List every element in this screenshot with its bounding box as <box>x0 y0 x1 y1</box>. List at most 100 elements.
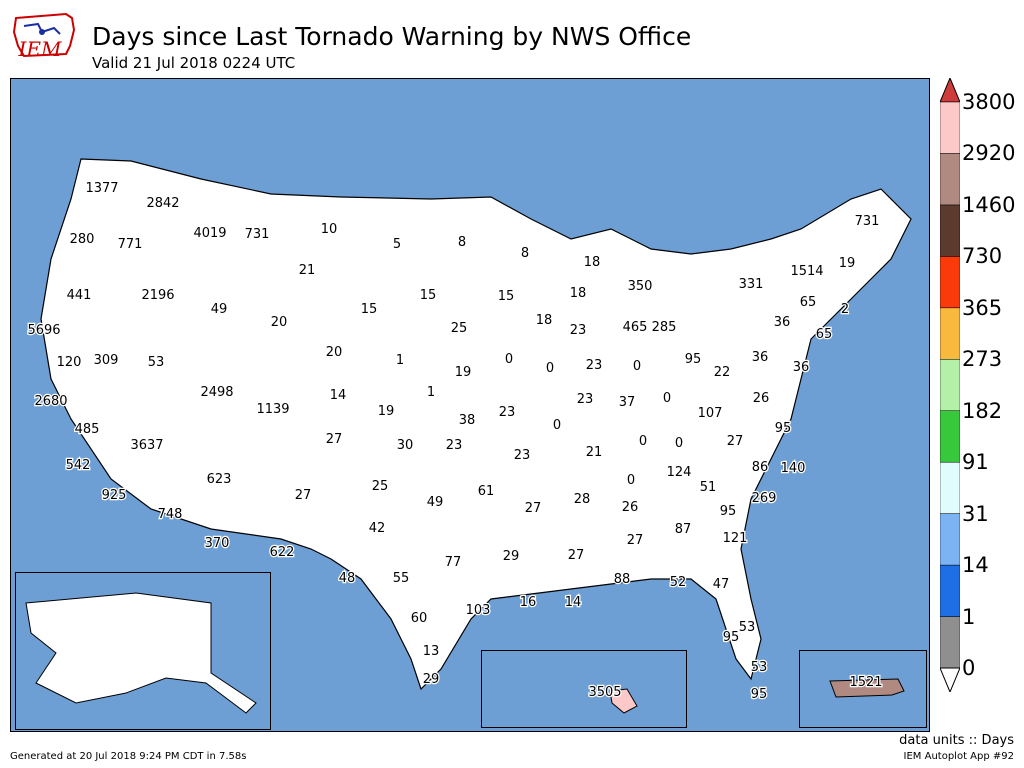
office-value-label: 1 <box>396 353 404 368</box>
office-value-label: 622 <box>270 545 295 560</box>
alaska-inset <box>15 572 271 730</box>
office-value-label: 121 <box>723 531 748 546</box>
office-value-label: 14 <box>330 388 347 403</box>
colorbar-top-arrow <box>940 78 960 103</box>
office-value-label: 55 <box>393 571 410 586</box>
office-value-label: 49 <box>427 495 444 510</box>
map-panel: 1377 2842 4019 731 10 5 8 8 731 280 771 21 18 1514 19 4… <box>10 78 930 732</box>
colorbar-bin <box>940 359 960 411</box>
office-value-label: 95 <box>720 504 737 519</box>
office-value-label: 87 <box>675 522 692 537</box>
office-value-label: 86 <box>752 460 769 475</box>
colorbar-bin <box>940 616 960 669</box>
office-value-label: 19 <box>455 365 472 380</box>
office-value-label: 23 <box>499 405 516 420</box>
office-value-label: 26 <box>753 391 770 406</box>
app-label: IEM Autoplot App #92 <box>903 751 1014 762</box>
office-value-label: 441 <box>67 288 92 303</box>
office-value-label: 1521 <box>849 675 882 690</box>
office-value-label: 0 <box>505 352 513 367</box>
office-value-label: 285 <box>652 320 677 335</box>
office-value-label: 52 <box>670 575 687 590</box>
colorbar-bin <box>940 307 960 360</box>
colorbar-bin <box>940 101 960 154</box>
colorbar-tick-label: 182 <box>962 398 1003 423</box>
colorbar-bin <box>940 513 960 566</box>
office-value-label: 731 <box>855 214 880 229</box>
office-value-label: 77 <box>445 555 462 570</box>
logo-text: IEM <box>18 37 63 61</box>
office-value-label: 140 <box>781 461 806 476</box>
colorbar-bin <box>940 461 960 514</box>
iem-logo: IEM <box>8 6 80 66</box>
colorbar-tick-label: 0 <box>962 656 976 680</box>
office-value-label: 331 <box>739 277 764 292</box>
colorbar-bin <box>940 153 960 206</box>
office-value-label: 2 <box>841 302 849 317</box>
colorbar-tick-label: 3800 <box>962 90 1016 114</box>
office-value-label: 280 <box>70 232 95 247</box>
office-value-label: 22 <box>714 365 731 380</box>
office-value-label: 15 <box>361 302 378 317</box>
map-svg <box>40 158 912 691</box>
office-value-label: 18 <box>584 255 601 270</box>
office-value-label: 4019 <box>193 226 226 241</box>
office-value-label: 465 <box>623 320 648 335</box>
office-value-label: 27 <box>295 488 312 503</box>
office-value-label: 38 <box>459 413 476 428</box>
office-value-label: 60 <box>411 611 428 626</box>
colorbar-tick-label: 31 <box>962 501 989 526</box>
office-value-label: 25 <box>451 321 468 336</box>
office-value-label: 3505 <box>588 685 621 700</box>
office-value-label: 36 <box>793 360 810 375</box>
office-value-label: 5696 <box>27 323 60 338</box>
office-value-label: 0 <box>553 418 561 433</box>
office-value-label: 23 <box>570 323 587 338</box>
office-value-label: 2196 <box>141 288 174 303</box>
map-subtitle: Valid 21 Jul 2018 0224 UTC <box>92 54 296 72</box>
colorbar-tick-label: 14 <box>962 553 989 578</box>
conus-land <box>40 158 912 691</box>
office-value-label: 103 <box>466 603 491 618</box>
colorbar-tick-label: 1460 <box>962 192 1016 217</box>
office-value-label: 23 <box>514 448 531 463</box>
office-value-label: 3637 <box>130 438 163 453</box>
office-value-label: 53 <box>751 660 768 675</box>
office-value-label: 107 <box>698 406 723 421</box>
office-value-label: 51 <box>700 480 717 495</box>
colorbar-bin <box>940 564 960 617</box>
office-value-label: 27 <box>727 434 744 449</box>
office-value-label: 88 <box>614 572 631 587</box>
office-value-label: 49 <box>211 302 228 317</box>
office-value-label: 95 <box>775 421 792 436</box>
colorbar-tick-label: 365 <box>962 295 1003 320</box>
office-value-label: 27 <box>525 501 542 516</box>
office-value-label: 748 <box>158 507 183 522</box>
office-value-label: 27 <box>326 432 343 447</box>
colorbar-tick-label: 91 <box>962 450 989 475</box>
office-value-label: 37 <box>619 395 636 410</box>
office-value-label: 27 <box>568 548 585 563</box>
office-value-label: 65 <box>800 295 817 310</box>
office-value-label: 19 <box>378 404 395 419</box>
office-value-label: 23 <box>577 392 594 407</box>
office-value-label: 1377 <box>85 181 118 196</box>
office-value-label: 1514 <box>790 264 823 279</box>
colorbar-bin <box>940 204 960 257</box>
office-value-label: 0 <box>663 391 671 406</box>
office-value-label: 95 <box>685 352 702 367</box>
office-value-label: 14 <box>565 595 582 610</box>
colorbar-tick-label: 273 <box>962 347 1003 372</box>
office-value-label: 23 <box>586 358 603 373</box>
office-value-label: 18 <box>570 286 587 301</box>
colorbar-bottom-arrow <box>940 667 960 692</box>
map-title: Days since Last Tornado Warning by NWS O… <box>92 22 692 51</box>
office-value-label: 2680 <box>34 394 67 409</box>
office-value-label: 95 <box>723 630 740 645</box>
office-value-label: 19 <box>839 256 856 271</box>
office-value-label: 48 <box>339 571 356 586</box>
office-value-label: 0 <box>633 359 641 374</box>
office-value-label: 309 <box>94 353 119 368</box>
office-value-label: 0 <box>627 473 635 488</box>
